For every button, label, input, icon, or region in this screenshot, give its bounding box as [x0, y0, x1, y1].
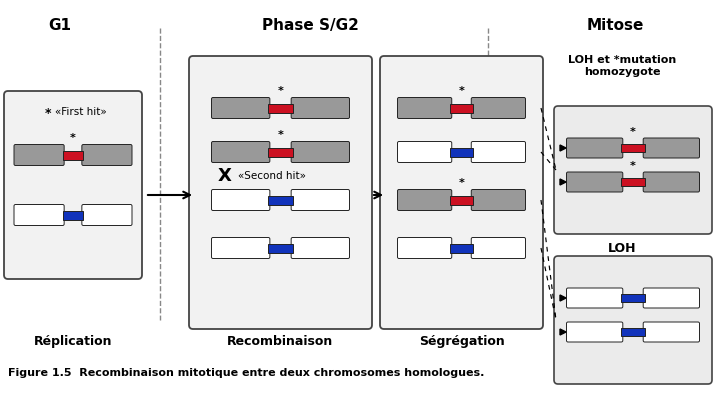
Polygon shape	[560, 295, 566, 301]
Text: *: *	[70, 133, 76, 143]
FancyBboxPatch shape	[643, 172, 699, 192]
FancyBboxPatch shape	[398, 98, 452, 119]
Text: *: *	[630, 126, 636, 136]
Polygon shape	[560, 179, 566, 185]
Bar	[450, 243, 473, 252]
FancyBboxPatch shape	[554, 106, 712, 234]
Text: LOH: LOH	[607, 242, 636, 255]
FancyBboxPatch shape	[291, 190, 349, 211]
FancyBboxPatch shape	[554, 256, 712, 384]
Text: Réplication: Réplication	[34, 335, 112, 348]
Text: *: *	[45, 107, 51, 120]
FancyBboxPatch shape	[567, 138, 622, 158]
Text: «First hit»: «First hit»	[55, 107, 107, 117]
Polygon shape	[560, 145, 566, 151]
Bar	[450, 196, 473, 205]
FancyBboxPatch shape	[398, 237, 452, 258]
FancyBboxPatch shape	[82, 145, 132, 166]
Text: G1: G1	[48, 18, 71, 33]
FancyBboxPatch shape	[643, 138, 699, 158]
Bar	[268, 104, 292, 113]
FancyBboxPatch shape	[291, 141, 349, 162]
Text: Ségrégation: Ségrégation	[419, 335, 504, 348]
Text: Figure 1.5  Recombinaison mitotique entre deux chromosomes homologues.: Figure 1.5 Recombinaison mitotique entre…	[8, 368, 484, 378]
FancyBboxPatch shape	[291, 237, 349, 258]
Bar	[450, 147, 473, 156]
Bar	[621, 178, 645, 186]
FancyBboxPatch shape	[471, 237, 525, 258]
Text: *: *	[277, 86, 284, 96]
Text: Recombinaison: Recombinaison	[227, 335, 334, 348]
Text: Mitose: Mitose	[586, 18, 644, 33]
FancyBboxPatch shape	[567, 322, 622, 342]
FancyBboxPatch shape	[398, 190, 452, 211]
Text: X: X	[218, 167, 232, 185]
FancyBboxPatch shape	[14, 145, 64, 166]
FancyBboxPatch shape	[212, 190, 270, 211]
FancyBboxPatch shape	[471, 141, 525, 162]
Bar	[63, 151, 83, 160]
Bar	[450, 104, 473, 113]
Bar	[621, 294, 645, 302]
FancyBboxPatch shape	[82, 205, 132, 226]
FancyBboxPatch shape	[212, 141, 270, 162]
Text: «Second hit»: «Second hit»	[238, 171, 306, 181]
Text: *: *	[458, 86, 464, 96]
FancyBboxPatch shape	[643, 322, 699, 342]
FancyBboxPatch shape	[212, 98, 270, 119]
Text: *: *	[630, 160, 636, 171]
Polygon shape	[560, 329, 566, 335]
FancyBboxPatch shape	[567, 288, 622, 308]
FancyBboxPatch shape	[643, 288, 699, 308]
FancyBboxPatch shape	[212, 237, 270, 258]
Bar	[63, 211, 83, 220]
Text: Phase S/G2: Phase S/G2	[262, 18, 359, 33]
Bar	[268, 196, 292, 205]
FancyBboxPatch shape	[4, 91, 142, 279]
Bar	[268, 243, 292, 252]
Text: LOH et *mutation
homozygote: LOH et *mutation homozygote	[568, 55, 676, 77]
Text: *: *	[277, 130, 284, 140]
Bar	[268, 147, 292, 156]
FancyBboxPatch shape	[471, 190, 525, 211]
Bar	[621, 328, 645, 336]
FancyBboxPatch shape	[380, 56, 543, 329]
Text: *: *	[458, 178, 464, 188]
FancyBboxPatch shape	[14, 205, 64, 226]
FancyBboxPatch shape	[471, 98, 525, 119]
FancyBboxPatch shape	[291, 98, 349, 119]
FancyBboxPatch shape	[567, 172, 622, 192]
Bar	[621, 144, 645, 152]
FancyBboxPatch shape	[189, 56, 372, 329]
FancyBboxPatch shape	[398, 141, 452, 162]
